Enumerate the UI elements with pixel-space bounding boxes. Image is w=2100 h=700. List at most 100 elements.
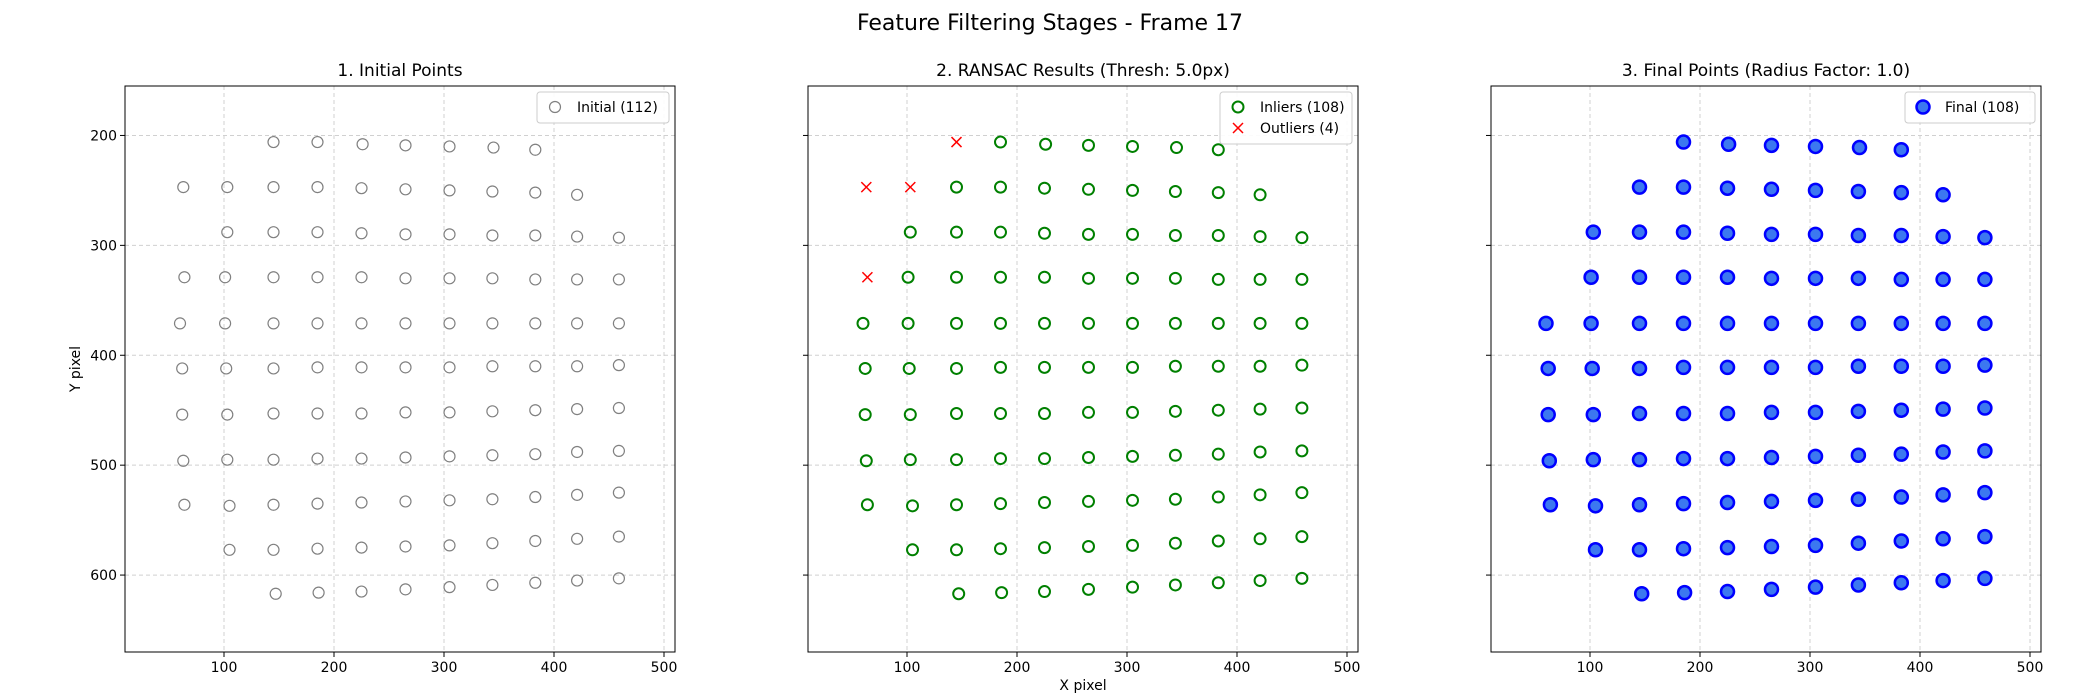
data-point <box>486 493 499 506</box>
data-point <box>1126 139 1139 153</box>
data-point <box>570 445 584 459</box>
data-point <box>1038 407 1051 421</box>
data-point <box>221 453 234 466</box>
data-point <box>1631 405 1648 422</box>
data-point <box>1211 447 1225 461</box>
data-point <box>1807 359 1824 376</box>
data-point <box>1977 400 1993 416</box>
data-point <box>1850 491 1867 507</box>
data-point <box>1295 272 1309 286</box>
data-point <box>1763 270 1780 287</box>
data-point <box>1763 581 1780 598</box>
data-point <box>1038 496 1051 510</box>
data-point <box>994 497 1007 511</box>
data-point <box>950 453 963 467</box>
data-point <box>950 543 963 557</box>
data-point <box>355 182 368 195</box>
legend-marker <box>1231 100 1245 114</box>
data-point <box>570 230 584 243</box>
data-point <box>903 453 917 467</box>
data-point <box>995 586 1009 600</box>
data-point <box>529 576 542 589</box>
data-point <box>1763 538 1780 555</box>
x-tick-label: 100 <box>894 660 921 676</box>
data-point <box>994 270 1007 284</box>
data-point <box>1082 227 1095 241</box>
panel-title: 2. RANSAC Results (Thresh: 5.0px) <box>936 61 1230 81</box>
data-point <box>178 271 191 284</box>
data-point <box>486 317 499 330</box>
data-point <box>1587 542 1604 558</box>
data-point <box>1807 492 1824 509</box>
data-point <box>1039 137 1053 151</box>
data-point <box>1082 182 1095 196</box>
data-point <box>950 270 963 284</box>
data-point <box>1631 451 1648 468</box>
data-point <box>570 532 584 545</box>
data-point <box>1253 488 1267 502</box>
data-point <box>176 362 189 375</box>
x-tick-label: 300 <box>1797 660 1824 676</box>
data-point <box>1631 496 1648 513</box>
data-point <box>223 543 236 556</box>
data-point <box>994 360 1007 374</box>
data-point <box>487 141 500 154</box>
data-point <box>443 228 456 241</box>
data-point <box>399 272 412 285</box>
data-point <box>1850 403 1867 420</box>
data-point <box>1719 539 1736 556</box>
data-point <box>529 229 542 242</box>
data-point <box>443 272 456 285</box>
data-point <box>950 225 963 239</box>
data-point <box>994 180 1007 194</box>
data-point <box>1126 538 1139 552</box>
data-point <box>1126 493 1139 507</box>
legend: Inliers (108) Outliers (4) <box>1219 91 1353 145</box>
data-point <box>950 136 963 148</box>
data-point <box>1082 494 1095 508</box>
data-point <box>311 497 324 510</box>
data-point <box>1038 360 1051 374</box>
data-point <box>1675 269 1692 285</box>
data-point <box>994 135 1007 149</box>
data-point <box>529 490 542 504</box>
data-point <box>311 407 324 420</box>
data-point <box>570 488 584 501</box>
data-point <box>399 451 412 464</box>
data-point <box>1583 269 1599 285</box>
legend-label: Inliers (108) <box>1260 100 1345 116</box>
data-point <box>1851 139 1868 156</box>
data-point <box>612 401 626 415</box>
data-point <box>1168 448 1182 462</box>
data-point <box>570 273 584 286</box>
data-point <box>1253 188 1267 202</box>
data-point <box>312 586 325 599</box>
data-point <box>486 537 499 550</box>
legend: Initial (112) <box>536 91 670 124</box>
data-point <box>1211 228 1225 242</box>
data-point <box>355 407 368 420</box>
data-point <box>356 138 369 151</box>
data-point <box>486 405 499 418</box>
x-tick-label: 300 <box>1114 660 1141 676</box>
data-point <box>1082 582 1095 596</box>
data-point <box>529 143 542 156</box>
data-point <box>1719 180 1736 196</box>
data-point <box>529 186 542 199</box>
data-point <box>1935 358 1951 375</box>
data-point <box>906 543 919 557</box>
legend: Final (108) <box>1904 91 2036 124</box>
data-point <box>1631 269 1648 285</box>
data-point <box>443 494 456 507</box>
data-point <box>486 229 499 242</box>
data-point <box>861 271 873 283</box>
data-point <box>529 360 542 373</box>
data-point <box>612 530 626 543</box>
legend-marker <box>1915 99 1931 115</box>
data-point <box>1168 536 1182 550</box>
data-point <box>1295 486 1309 500</box>
data-point <box>1893 315 1910 332</box>
data-point <box>1168 578 1182 592</box>
data-point <box>1587 498 1604 514</box>
x-tick-label: 400 <box>1907 660 1934 676</box>
